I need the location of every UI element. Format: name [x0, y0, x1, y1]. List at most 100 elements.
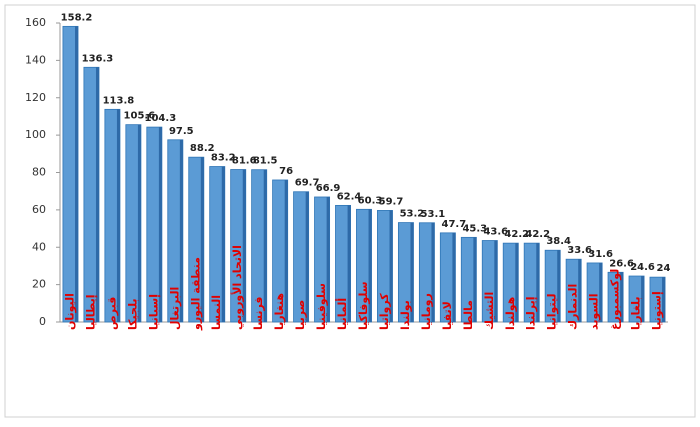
value-label: 158.2	[61, 12, 93, 23]
x-tick-label: ألمانيا	[335, 298, 349, 330]
value-label: 59.7	[379, 196, 404, 207]
bar-side	[326, 196, 330, 322]
bar	[397, 222, 414, 323]
x-tick-label: إيرلندا	[525, 297, 538, 331]
y-tick-label: 140	[25, 53, 46, 66]
bar-side	[431, 222, 435, 322]
x-tick-label: لاتفيا	[441, 301, 454, 330]
y-tick-label: 160	[25, 16, 46, 29]
x-tick-label: فرنسا	[252, 297, 265, 331]
x-tick-label: منطقة اليورو	[189, 257, 202, 331]
bar-side	[137, 124, 141, 322]
value-label: 136.3	[82, 53, 114, 64]
bar-side	[578, 259, 582, 322]
x-tick-label: بلغاريا	[630, 296, 643, 330]
value-label: 26.6	[609, 258, 634, 269]
y-tick-label: 60	[32, 203, 46, 216]
x-tick-label: كرواتيا	[378, 293, 391, 330]
bar-side	[557, 250, 561, 322]
bar	[314, 196, 331, 323]
value-label: 69.7	[295, 178, 320, 189]
x-tick-label: بولندا	[399, 300, 412, 330]
y-tick-label: 120	[25, 91, 46, 104]
x-tick-label: التشيك	[483, 292, 496, 330]
value-label: 104.3	[145, 113, 177, 124]
bar-side	[536, 243, 540, 322]
bar-side	[116, 109, 120, 323]
x-tick-label: إيطاليا	[84, 295, 97, 331]
y-tick-label: 80	[32, 166, 46, 179]
x-tick-label: هولندا	[504, 297, 517, 330]
bar-side	[263, 169, 267, 322]
bar-side	[179, 139, 183, 322]
x-tick-label: اليونان	[63, 293, 76, 330]
value-label: 53.1	[421, 209, 446, 220]
value-label: 47.7	[442, 219, 467, 230]
x-tick-label: إسبانيا	[147, 294, 160, 330]
value-label: 42.2	[525, 229, 550, 240]
bar-side	[75, 26, 79, 323]
value-label: 62.4	[337, 191, 362, 202]
bar-side	[221, 166, 225, 322]
value-label: 66.9	[316, 183, 341, 194]
value-label: 81.6	[232, 156, 257, 167]
value-label: 76	[279, 166, 293, 177]
bar-side	[95, 67, 99, 323]
bar-side	[662, 277, 666, 322]
value-label: 38.4	[546, 236, 571, 247]
x-tick-label: سلوفينيا	[315, 283, 328, 330]
value-label: 53.2	[400, 209, 425, 220]
value-label: 113.8	[103, 95, 135, 106]
x-tick-label: لوكسمبورغ	[609, 269, 622, 330]
x-tick-label: ليتوانيا	[546, 293, 559, 330]
x-tick-label: هنغاريا	[273, 293, 286, 330]
value-label: 31.6	[588, 249, 613, 260]
x-tick-label: البرتغال	[168, 287, 181, 330]
value-label: 33.6	[567, 245, 592, 256]
x-tick-label: الدنمارك	[567, 284, 580, 330]
value-label: 24.6	[630, 262, 655, 273]
value-label: 42.2	[504, 229, 529, 240]
value-label: 43.6	[483, 227, 508, 238]
x-tick-label: بلجيكا	[126, 298, 139, 330]
x-tick-label: صربيا	[294, 300, 307, 330]
bar-side	[389, 210, 393, 322]
bar-side	[200, 157, 204, 322]
bar	[377, 210, 393, 323]
value-label: 60.3	[358, 195, 383, 206]
bar-side	[620, 272, 624, 322]
bar-side	[641, 276, 645, 322]
x-tick-label: النمسا	[210, 295, 223, 330]
value-label: 88.2	[190, 143, 215, 154]
bar-side	[158, 127, 162, 322]
x-tick-label: السويد	[588, 294, 601, 330]
bar	[335, 204, 351, 323]
x-tick-label: سلوفاكيا	[357, 281, 370, 330]
x-tick-label: الاتحاد الأوروبي	[230, 245, 244, 330]
bar-side	[305, 191, 309, 322]
bar-side	[284, 179, 288, 322]
y-tick-label: 40	[32, 240, 46, 253]
bar-side	[452, 232, 456, 322]
bar-side	[368, 209, 372, 322]
value-label: 97.5	[169, 126, 194, 137]
value-label: 45.3	[462, 223, 487, 234]
value-label: 24	[657, 263, 671, 274]
value-label: 83.2	[211, 153, 236, 164]
bar-side	[410, 222, 414, 322]
bar-side	[515, 243, 519, 322]
y-tick-label: 20	[32, 278, 46, 291]
bar-side	[494, 240, 498, 322]
value-label: 81.5	[253, 156, 278, 167]
y-tick-label: 0	[39, 315, 46, 328]
x-tick-label: رومانيا	[420, 293, 433, 330]
y-tick-label: 100	[25, 128, 46, 141]
x-tick-label: مالطا	[462, 300, 475, 330]
x-tick-label: قبرص	[105, 297, 118, 330]
bar-side	[599, 262, 603, 322]
bar	[356, 208, 372, 323]
bar-side	[473, 237, 477, 322]
bar-side	[347, 205, 351, 322]
value-label: 105.6	[124, 111, 156, 122]
